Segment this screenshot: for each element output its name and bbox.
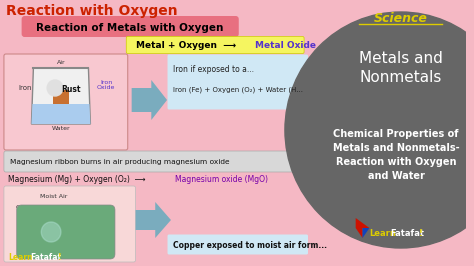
- Polygon shape: [132, 80, 167, 120]
- FancyBboxPatch shape: [167, 55, 308, 110]
- Polygon shape: [356, 218, 369, 238]
- Text: Moist Air: Moist Air: [40, 193, 68, 198]
- FancyBboxPatch shape: [22, 16, 239, 37]
- FancyBboxPatch shape: [17, 205, 115, 259]
- Text: Learn: Learn: [8, 253, 33, 263]
- Text: Air: Air: [56, 60, 65, 64]
- Text: Magnesium oxide (MgO): Magnesium oxide (MgO): [175, 176, 268, 185]
- Circle shape: [41, 222, 61, 242]
- Text: Copper: Copper: [16, 206, 38, 210]
- Circle shape: [47, 80, 63, 96]
- Text: Metal + Oxygen  ⟶: Metal + Oxygen ⟶: [136, 41, 242, 51]
- Text: Learn: Learn: [369, 228, 396, 238]
- Text: Chemical Properties of
Metals and Nonmetals-
Reaction with Oxygen
and Water: Chemical Properties of Metals and Nonmet…: [333, 129, 459, 181]
- Text: Reaction with Oxygen: Reaction with Oxygen: [6, 4, 178, 18]
- FancyBboxPatch shape: [4, 54, 128, 150]
- Text: Iron if exposed to a...: Iron if exposed to a...: [173, 65, 254, 74]
- Text: Fatafat: Fatafat: [30, 253, 62, 263]
- Text: Fatafat: Fatafat: [390, 228, 424, 238]
- FancyBboxPatch shape: [4, 186, 136, 262]
- Text: Science: Science: [374, 11, 428, 24]
- Polygon shape: [363, 228, 369, 238]
- FancyBboxPatch shape: [126, 36, 304, 53]
- Text: Iron
Oxide: Iron Oxide: [97, 80, 115, 90]
- FancyBboxPatch shape: [4, 151, 301, 172]
- Text: Water: Water: [52, 126, 70, 131]
- Text: Iron (Fe) + Oxygen (O₂) + Water (H...: Iron (Fe) + Oxygen (O₂) + Water (H...: [173, 87, 303, 93]
- Text: Iron: Iron: [19, 85, 32, 91]
- Text: Reaction of Metals with Oxygen: Reaction of Metals with Oxygen: [36, 23, 223, 33]
- Text: Magnesium (Mg) + Oxygen (O₂)  ⟶: Magnesium (Mg) + Oxygen (O₂) ⟶: [8, 176, 150, 185]
- FancyBboxPatch shape: [167, 235, 308, 255]
- Text: Rust: Rust: [61, 85, 81, 94]
- Polygon shape: [31, 104, 91, 124]
- Text: Magnesium ribbon burns in air producing magnesium oxide: Magnesium ribbon burns in air producing …: [10, 159, 229, 165]
- Text: Copper exposed to moist air form...: Copper exposed to moist air form...: [173, 240, 327, 250]
- Circle shape: [285, 12, 474, 248]
- Text: !: !: [419, 228, 422, 238]
- Polygon shape: [31, 68, 91, 124]
- Polygon shape: [136, 202, 171, 238]
- Polygon shape: [53, 90, 69, 104]
- Text: Metal Oxide: Metal Oxide: [255, 41, 317, 51]
- Text: !: !: [58, 253, 62, 263]
- Text: Metals and
Nonmetals: Metals and Nonmetals: [359, 51, 443, 85]
